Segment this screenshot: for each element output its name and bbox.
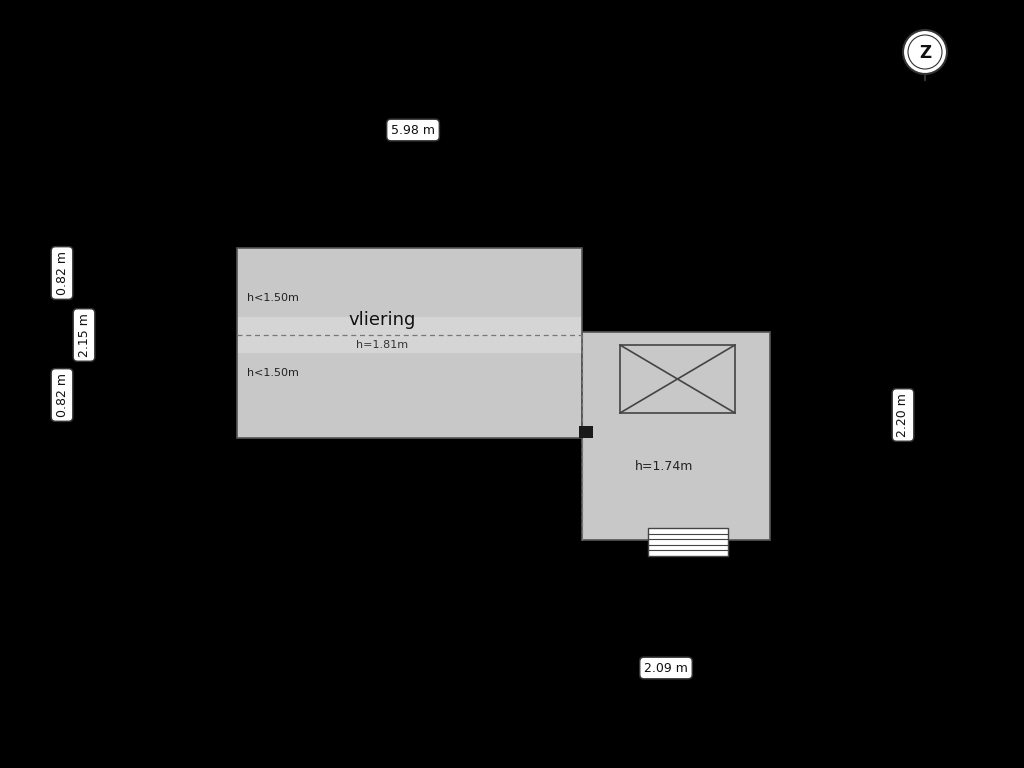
Text: Z: Z [919, 44, 931, 62]
Text: 2.09 m: 2.09 m [644, 661, 688, 674]
Text: 0.82 m: 0.82 m [55, 251, 69, 295]
Text: vliering: vliering [348, 311, 416, 329]
Text: 2.20 m: 2.20 m [896, 393, 909, 437]
Text: 2.15 m: 2.15 m [78, 313, 90, 357]
Bar [620, 345, 735, 413]
Bar [579, 426, 593, 438]
Circle shape [903, 30, 947, 74]
Bar [237, 248, 582, 438]
Bar [237, 248, 582, 438]
Text: h=1.81m: h=1.81m [356, 340, 408, 350]
Text: h=1.74m: h=1.74m [635, 461, 693, 474]
Bar [648, 528, 728, 556]
Circle shape [908, 35, 942, 69]
Bar [582, 332, 770, 540]
Text: h<1.50m: h<1.50m [247, 293, 299, 303]
Text: 0.82 m: 0.82 m [55, 373, 69, 417]
Text: 5.98 m: 5.98 m [391, 124, 435, 137]
Text: h<1.50m: h<1.50m [247, 368, 299, 378]
Bar [237, 317, 582, 353]
